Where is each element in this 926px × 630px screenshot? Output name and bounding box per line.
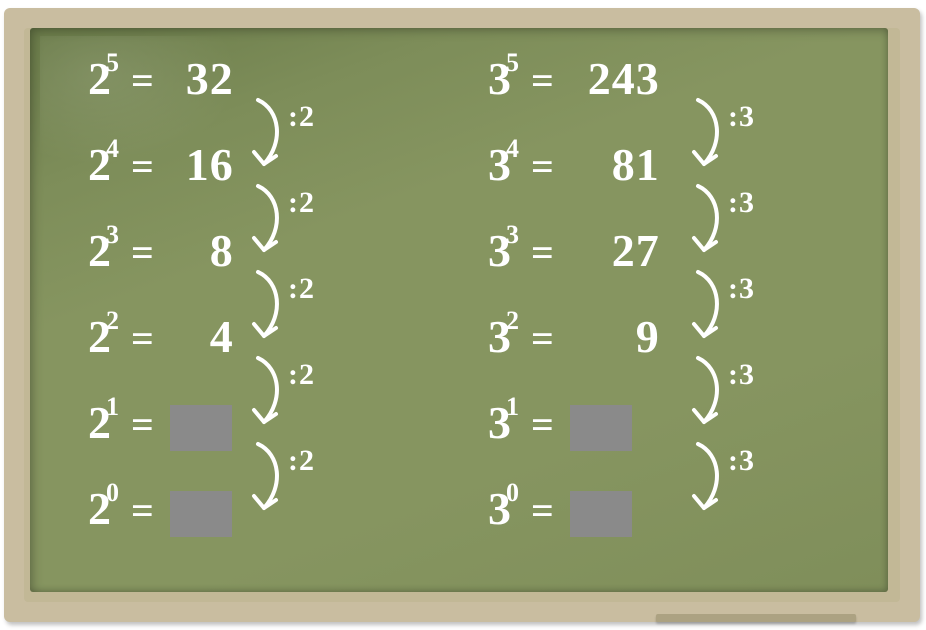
equation-row: 25=32 bbox=[88, 52, 234, 138]
equation-row: 22=4 bbox=[88, 310, 234, 396]
answer-blank[interactable] bbox=[170, 491, 232, 537]
exponent: 0 bbox=[506, 478, 519, 508]
division-arrow: :3 bbox=[680, 264, 800, 350]
division-label: :3 bbox=[728, 444, 755, 478]
division-arrow: :3 bbox=[680, 92, 800, 178]
exponent: 2 bbox=[106, 306, 119, 336]
equals-sign: = bbox=[531, 229, 554, 276]
division-arrow: :3 bbox=[680, 436, 800, 522]
division-label: :3 bbox=[728, 272, 755, 306]
division-arrow: :2 bbox=[240, 92, 360, 178]
result-value: 27 bbox=[564, 224, 660, 277]
equals-sign: = bbox=[131, 487, 154, 534]
result-value: 81 bbox=[564, 138, 660, 191]
division-arrow: :2 bbox=[240, 436, 360, 522]
result-value: 32 bbox=[164, 52, 234, 105]
exponent: 5 bbox=[506, 48, 519, 78]
equation-row: 23=8 bbox=[88, 224, 234, 310]
equals-sign: = bbox=[131, 401, 154, 448]
exponent: 4 bbox=[506, 134, 519, 164]
exponent: 2 bbox=[506, 306, 519, 336]
answer-blank[interactable] bbox=[570, 491, 632, 537]
division-arrow: :2 bbox=[240, 178, 360, 264]
answer-blank[interactable] bbox=[570, 405, 632, 451]
result-value: 243 bbox=[564, 52, 660, 105]
equals-sign: = bbox=[531, 401, 554, 448]
exponent: 0 bbox=[106, 478, 119, 508]
exponent: 3 bbox=[506, 220, 519, 250]
column-0: 25=3224=1623=822=421=20= bbox=[88, 52, 234, 568]
exponent: 4 bbox=[106, 134, 119, 164]
result-value: 8 bbox=[164, 224, 234, 277]
equals-sign: = bbox=[531, 315, 554, 362]
division-label: :2 bbox=[288, 186, 315, 220]
exponent: 1 bbox=[506, 392, 519, 422]
equals-sign: = bbox=[131, 315, 154, 362]
equals-sign: = bbox=[531, 143, 554, 190]
equation-row: 21= bbox=[88, 396, 234, 482]
result-value: 16 bbox=[164, 138, 234, 191]
equals-sign: = bbox=[131, 143, 154, 190]
equation-row: 24=16 bbox=[88, 138, 234, 224]
answer-blank[interactable] bbox=[170, 405, 232, 451]
result-value: 4 bbox=[164, 310, 234, 363]
equation-row: 34=81 bbox=[488, 138, 660, 224]
division-arrow: :3 bbox=[680, 350, 800, 436]
chalk-tray bbox=[656, 614, 856, 622]
division-arrow: :2 bbox=[240, 264, 360, 350]
equation-row: 20= bbox=[88, 482, 234, 568]
equation-row: 31= bbox=[488, 396, 660, 482]
column-1: 35=24334=8133=2732=931=30= bbox=[488, 52, 660, 568]
division-label: :2 bbox=[288, 444, 315, 478]
division-label: :2 bbox=[288, 358, 315, 392]
equals-sign: = bbox=[131, 229, 154, 276]
division-label: :3 bbox=[728, 358, 755, 392]
exponent: 1 bbox=[106, 392, 119, 422]
equals-sign: = bbox=[531, 487, 554, 534]
division-arrow: :3 bbox=[680, 178, 800, 264]
division-arrow: :2 bbox=[240, 350, 360, 436]
division-label: :2 bbox=[288, 100, 315, 134]
equation-row: 30= bbox=[488, 482, 660, 568]
exponent: 5 bbox=[106, 48, 119, 78]
equation-row: 33=27 bbox=[488, 224, 660, 310]
equals-sign: = bbox=[531, 57, 554, 104]
division-label: :3 bbox=[728, 186, 755, 220]
board-content: 25=3224=1623=822=421=20=:2:2:2:2:235=243… bbox=[30, 28, 888, 592]
equation-row: 35=243 bbox=[488, 52, 660, 138]
equation-row: 32=9 bbox=[488, 310, 660, 396]
division-label: :2 bbox=[288, 272, 315, 306]
exponent: 3 bbox=[106, 220, 119, 250]
equals-sign: = bbox=[131, 57, 154, 104]
result-value: 9 bbox=[564, 310, 660, 363]
division-label: :3 bbox=[728, 100, 755, 134]
